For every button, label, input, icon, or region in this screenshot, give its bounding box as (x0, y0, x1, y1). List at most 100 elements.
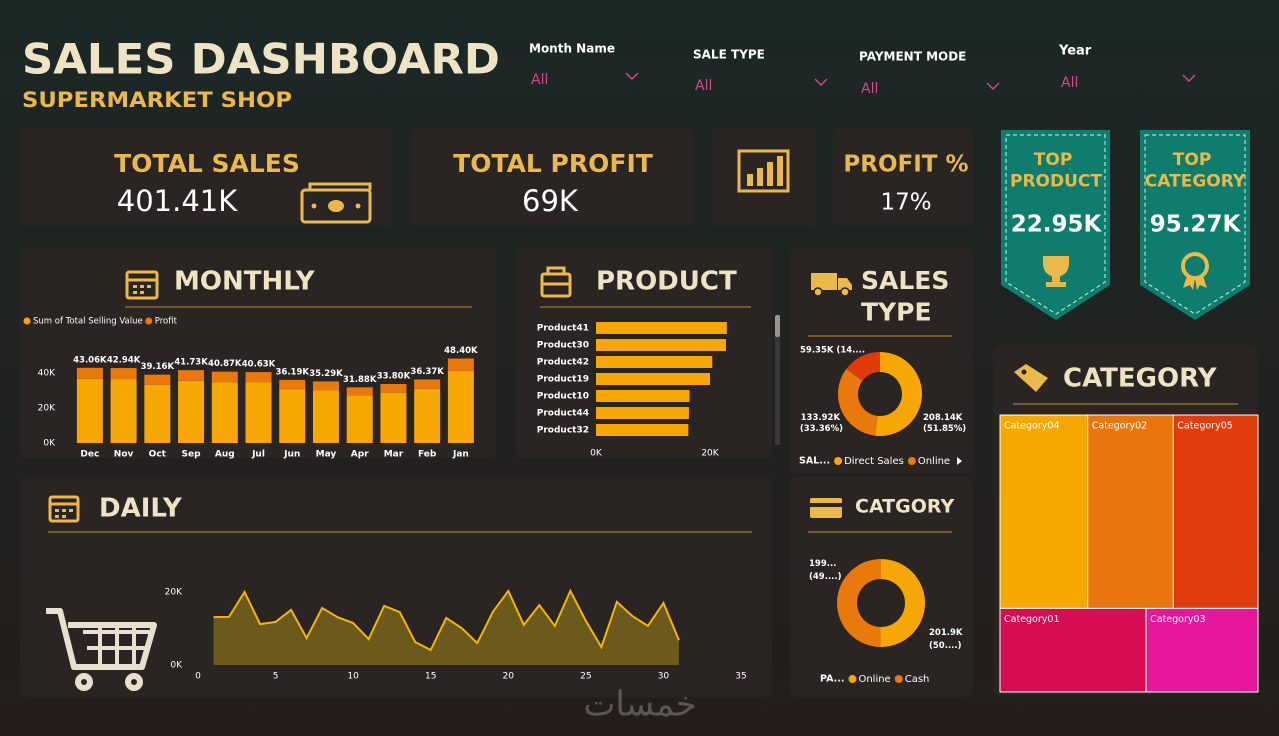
box-icon (540, 266, 572, 298)
kpi-card (410, 128, 694, 226)
x-tick-label: Feb (418, 450, 437, 460)
bar-segment (144, 374, 171, 385)
x-tick-label: Sep (182, 450, 202, 460)
kpi-value: 69K (522, 184, 579, 218)
data-label: 199... (49....) (809, 559, 842, 582)
filters: Month Name All SALE TYPE All PAYMENT MOD… (529, 42, 1196, 97)
legend-title: SAL... (799, 456, 830, 467)
icon-card (712, 128, 816, 226)
bar-segment (178, 380, 205, 443)
total-label: 40.63K (242, 360, 276, 370)
filter-value[interactable]: All (695, 78, 712, 94)
bar (596, 356, 713, 368)
tile-label: Category04 (1004, 421, 1059, 432)
y-tick-label: 20K (38, 404, 56, 414)
legend-label: Direct Sales (844, 456, 904, 467)
total-label: 39.16K (141, 362, 175, 372)
x-tick-label: Jun (283, 450, 300, 460)
filter-value[interactable]: All (1061, 75, 1078, 91)
total-label: 33.80K (377, 372, 411, 382)
legend-label: Online (918, 456, 950, 467)
y-tick-label: Product19 (537, 375, 589, 385)
total-label: 48.40K (444, 346, 478, 356)
filter-label: PAYMENT MODE (859, 50, 966, 64)
legend-label: Online (858, 674, 890, 685)
bar-segment (414, 388, 441, 443)
dropdown-chevron[interactable] (1182, 74, 1196, 83)
bar-segment (312, 381, 339, 391)
card-icon (810, 498, 842, 518)
x-tick-label: 25 (580, 672, 591, 682)
truck-icon (811, 273, 852, 297)
calendar-icon (48, 495, 80, 523)
y-tick-label: Product30 (537, 341, 589, 351)
donut-slice (880, 559, 925, 647)
scrollbar-thumb[interactable] (775, 315, 780, 337)
x-tick-label: Jul (251, 450, 265, 460)
x-tick-label: 5 (273, 672, 279, 682)
bar-segment (346, 387, 373, 396)
section-title: SALES TYPE (861, 266, 958, 326)
y-tick-label: Product10 (537, 392, 589, 402)
x-tick-label: Aug (215, 450, 235, 460)
dropdown-chevron[interactable] (814, 78, 828, 87)
dropdown-chevron[interactable] (986, 82, 1000, 91)
panel (516, 248, 772, 458)
section-title: DAILY (99, 494, 183, 524)
bar-segment (380, 384, 407, 393)
bar-segment (211, 382, 238, 443)
legend-swatch (894, 675, 903, 683)
x-tick-label: 0K (590, 449, 603, 459)
bar-segment (245, 382, 272, 443)
donut-slice (846, 352, 880, 381)
badge: TOP CATEGORY 95.27K (1140, 130, 1250, 320)
x-tick-label: Dec (80, 450, 99, 460)
x-tick-label: May (316, 450, 337, 460)
legend-swatch (23, 317, 31, 325)
section-title: CATEGORY (1063, 364, 1218, 394)
bar-segment (447, 370, 474, 443)
x-tick-label: 35 (735, 672, 746, 682)
legend-swatch (145, 317, 153, 325)
filter-value[interactable]: All (531, 72, 548, 88)
kpi-card (20, 128, 392, 226)
bar-segment (245, 372, 272, 383)
legend-label: Sum of Total Selling Value (33, 317, 143, 327)
badge-value: 22.95K (1011, 212, 1103, 238)
scrollbar[interactable] (775, 315, 780, 445)
data-label: 208.14K (51.85%) (923, 413, 966, 434)
x-tick-label: Apr (351, 450, 369, 460)
bar-segment (144, 384, 171, 443)
x-tick-label: Jan (452, 450, 469, 460)
dropdown-chevron[interactable] (625, 72, 639, 81)
donut-slice (875, 352, 923, 437)
bar (596, 390, 690, 402)
bar (596, 339, 726, 351)
legend-more-arrow[interactable] (957, 457, 962, 465)
legend-swatch (834, 457, 843, 465)
filter-value[interactable]: All (861, 81, 878, 97)
filter-label: Month Name (529, 42, 615, 56)
bar-segment (211, 371, 238, 383)
tile-label: Category01 (1004, 614, 1059, 625)
legend-label: Cash (905, 674, 930, 685)
bar-segment (279, 379, 306, 390)
watermark: خمسات (583, 685, 696, 725)
bar-segment (76, 367, 103, 379)
kpi-value: 17% (880, 190, 931, 216)
total-label: 41.73K (174, 358, 208, 368)
tile-label: Category02 (1092, 421, 1147, 432)
x-tick-label: 10 (347, 672, 359, 682)
section-title: MONTHLY (174, 267, 316, 297)
tile-label: Category05 (1177, 421, 1232, 432)
bar (596, 424, 689, 436)
x-tick-label: Mar (384, 450, 404, 460)
bar (596, 322, 727, 334)
treemap-tile (999, 607, 1147, 693)
tag-icon (1014, 364, 1048, 392)
legend-swatch (907, 457, 916, 465)
y-tick-label: Product32 (537, 426, 589, 436)
treemap-tile (1087, 414, 1174, 609)
x-tick-label: 20 (503, 672, 515, 682)
